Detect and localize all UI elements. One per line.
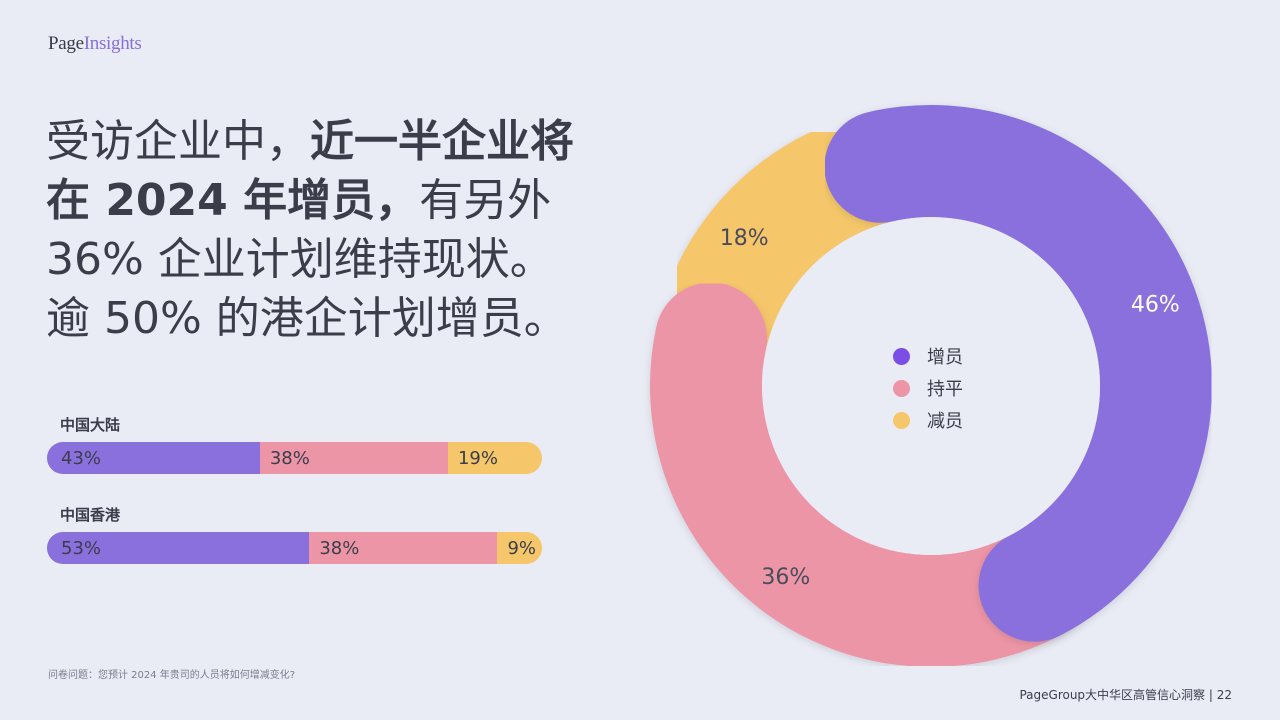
headline-line-2: 在 2024 年增员，有另外 <box>46 171 646 230</box>
logo-page-text: Page <box>48 33 84 54</box>
legend-item-flat: 持平 <box>893 372 963 404</box>
legend-label-decrease: 减员 <box>927 411 963 432</box>
bar-segment-label: 43% <box>61 447 102 469</box>
stacked-bar-mainland: 43% 38% 19% <box>47 442 542 474</box>
headline: 受访企业中，近一半企业将 在 2024 年增员，有另外 36% 企业计划维持现状… <box>46 112 646 348</box>
page-footer: PageGroup大中华区高管信心洞察 | 22 <box>1019 688 1232 702</box>
donut-label-decrease: 18% <box>720 226 769 251</box>
logo-insights-text: Insights <box>83 33 142 54</box>
legend-label-flat: 持平 <box>927 379 963 400</box>
bar-segment-label: 38% <box>269 447 310 469</box>
legend-dot-decrease <box>893 411 910 429</box>
stacked-bar-hongkong: 53% 38% 9% <box>47 532 542 564</box>
bar-segment-flat: 38% <box>259 442 448 474</box>
bar-segment-increase: 43% <box>47 442 260 474</box>
legend-dot-flat <box>893 379 910 397</box>
legend-item-decrease: 减员 <box>893 404 963 436</box>
bar-segment-label: 38% <box>319 537 360 559</box>
headline-line-1: 受访企业中，近一半企业将 <box>46 112 646 171</box>
donut-slice-flat <box>650 282 1091 667</box>
donut-slice-increase <box>824 105 1212 642</box>
bar-segment-flat: 38% <box>309 532 498 564</box>
bar-segment-decrease: 9% <box>497 532 542 564</box>
donut-label-flat: 36% <box>761 565 810 590</box>
headline-line-2-normal: 有另外 <box>419 175 552 226</box>
bar-segment-increase: 53% <box>47 532 310 564</box>
region-label-mainland: 中国大陆 <box>60 416 121 434</box>
donut-hole <box>762 217 1100 555</box>
legend-dot-increase <box>893 347 910 365</box>
legend-label-increase: 增员 <box>927 347 963 368</box>
bar-segment-label: 53% <box>61 537 102 559</box>
headline-line-3: 36% 企业计划维持现状。 <box>46 234 554 285</box>
bar-segment-decrease: 19% <box>447 442 542 474</box>
legend-item-increase: 增员 <box>893 340 963 372</box>
bar-segment-label: 9% <box>507 537 536 559</box>
region-label-hongkong: 中国香港 <box>60 506 121 524</box>
brand-logo: PageInsights <box>48 33 142 55</box>
headline-line-4: 逾 50% 的港企计划增员。 <box>46 293 568 344</box>
survey-question-footnote: 问卷问题：您预计 2024 年贵司的人员将如何增减变化? <box>48 670 296 681</box>
donut-label-increase: 46% <box>1131 292 1180 317</box>
headline-line-1-bold: 近一半企业将 <box>310 116 574 167</box>
donut-legend: 增员 持平 减员 <box>893 340 963 436</box>
bar-segment-label: 19% <box>457 447 498 469</box>
headline-line-2-bold: 在 2024 年增员， <box>46 175 420 226</box>
headline-line-1-normal: 受访企业中， <box>46 116 310 167</box>
